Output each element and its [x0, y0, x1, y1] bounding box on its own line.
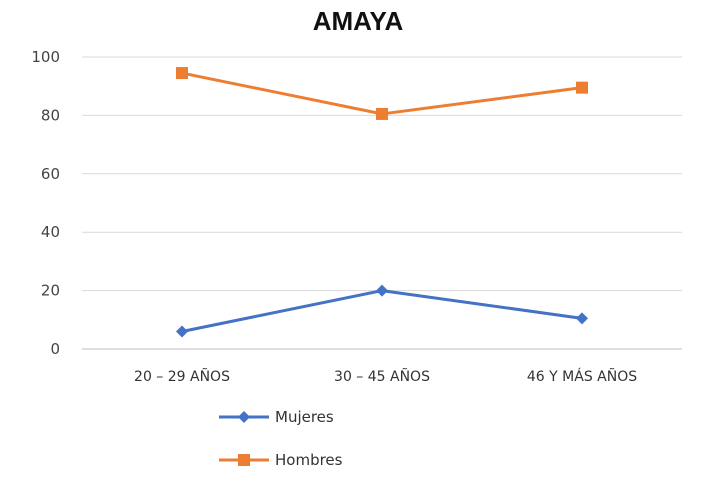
data-point-hombres — [376, 107, 388, 120]
legend: Mujeres Hombres — [219, 408, 343, 469]
data-point-hombres — [176, 67, 188, 80]
y-axis-ticks: 0 20 40 60 80 100 — [31, 48, 60, 358]
chart-title: AMAYA — [313, 6, 404, 36]
legend-swatch-marker — [238, 454, 250, 466]
y-tick-label: 100 — [31, 48, 60, 66]
x-axis-categories: 20 – 29 AÑOS 30 – 45 AÑOS 46 Y MÁS AÑOS — [134, 368, 637, 385]
legend-swatch-marker — [238, 411, 250, 423]
series-line-hombres — [181, 71, 583, 116]
series-lines — [176, 67, 588, 338]
legend-label: Mujeres — [275, 408, 334, 426]
data-point-mujeres — [576, 312, 588, 325]
x-category-label: 30 – 45 AÑOS — [334, 368, 430, 385]
series-hombres — [176, 67, 588, 120]
y-tick-label: 0 — [50, 340, 60, 358]
y-tick-label: 40 — [41, 223, 60, 241]
data-point-mujeres — [176, 325, 188, 338]
x-category-label: 46 Y MÁS AÑOS — [527, 368, 637, 385]
y-tick-label: 20 — [41, 282, 60, 300]
legend-item-mujeres: Mujeres — [219, 408, 334, 426]
x-category-label: 20 – 29 AÑOS — [134, 368, 230, 385]
grid-lines — [82, 56, 682, 350]
data-point-mujeres — [376, 284, 388, 297]
y-tick-label: 60 — [41, 165, 60, 183]
legend-item-hombres: Hombres — [219, 451, 343, 469]
legend-label: Hombres — [275, 451, 343, 469]
series-mujeres — [176, 284, 588, 338]
series-line-mujeres — [181, 289, 583, 333]
y-tick-label: 80 — [41, 106, 60, 124]
data-point-hombres — [576, 81, 588, 94]
